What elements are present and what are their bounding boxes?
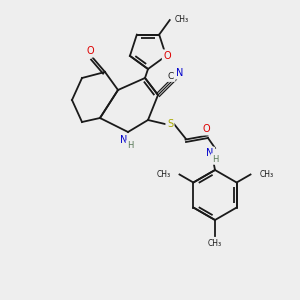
Text: CH₃: CH₃ [175, 15, 189, 24]
Text: O: O [163, 51, 171, 61]
Text: CH₃: CH₃ [260, 170, 274, 179]
Text: CH₃: CH₃ [156, 170, 170, 179]
Text: O: O [202, 124, 210, 134]
Text: H: H [127, 142, 133, 151]
Text: S: S [167, 119, 173, 129]
Text: CH₃: CH₃ [208, 238, 222, 247]
Text: N: N [206, 148, 214, 158]
Text: C: C [168, 71, 174, 80]
Text: N: N [120, 135, 128, 145]
Text: H: H [212, 154, 218, 164]
Text: N: N [176, 68, 184, 78]
Text: O: O [86, 46, 94, 56]
